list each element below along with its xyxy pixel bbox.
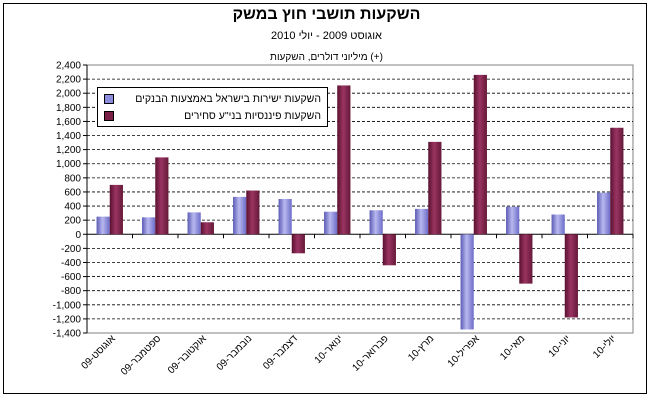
legend-swatch-financial <box>104 111 114 121</box>
y-tick-label: 800 <box>64 173 81 184</box>
bar-financial-investment <box>610 127 624 235</box>
chart-legend: השקעות ישירות בישראל באמצעות הבנקים השקע… <box>97 87 328 127</box>
y-tick-label: -600 <box>61 272 81 283</box>
y-tick-label: 1,000 <box>56 159 81 170</box>
y-tick-label: 1,600 <box>56 117 81 128</box>
bar-direct-investment <box>551 214 565 235</box>
bar-direct-investment <box>415 208 429 235</box>
bar-direct-investment <box>460 234 474 330</box>
chart-title: השקעות תושבי חוץ במשק <box>232 6 421 23</box>
legend-entry-financial: השקעות פיננסיות בני"ע סחירים <box>104 108 321 124</box>
x-category-label: יוני-10 <box>547 333 573 359</box>
bar-financial-investment <box>428 141 442 235</box>
bar-financial-investment <box>337 85 351 235</box>
x-category-label: ספטמבר-09 <box>119 333 164 378</box>
y-tick-label: 2,000 <box>56 89 81 100</box>
bar-direct-investment <box>369 210 383 235</box>
legend-label-direct: השקעות ישירות בישראל באמצעות הבנקים <box>135 93 321 105</box>
bar-direct-investment <box>506 206 520 235</box>
x-category-label: דצמבר-09 <box>261 333 300 372</box>
bar-direct-investment <box>278 199 292 235</box>
bar-direct-investment <box>597 192 611 235</box>
bar-financial-investment <box>155 157 169 235</box>
y-tick-label: 600 <box>64 187 81 198</box>
bar-financial-investment <box>200 222 214 235</box>
x-category-label: מרץ-10 <box>406 333 436 363</box>
y-tick-label: -800 <box>61 286 81 297</box>
x-category-label: אוגוסט-09 <box>80 333 119 372</box>
y-tick-label: 2,400 <box>56 61 81 72</box>
x-category-label: מאי-10 <box>498 333 527 362</box>
bar-financial-investment <box>109 184 123 235</box>
bar-financial-investment <box>382 234 396 266</box>
legend-entry-direct: השקעות ישירות בישראל באמצעות הבנקים <box>104 91 321 107</box>
y-tick-label: 1,800 <box>56 103 81 114</box>
bar-financial-investment <box>519 234 533 284</box>
y-tick-label: -200 <box>61 244 81 255</box>
x-category-label: יולי-10 <box>590 333 618 361</box>
y-tick-label: 400 <box>64 202 81 213</box>
legend-swatch-direct <box>104 94 114 104</box>
bar-financial-investment <box>291 234 305 254</box>
chart-subtitle: אוגוסט 2009 - יולי 2010 <box>271 30 382 42</box>
y-tick-label: -1,200 <box>53 314 82 325</box>
bar-direct-investment <box>187 212 201 235</box>
chart-units: מיליוני דולרים, השקעות (+) <box>270 52 383 63</box>
bar-direct-investment <box>324 211 338 235</box>
y-tick-label: -1,000 <box>53 300 82 311</box>
x-category-label: פברואר-10 <box>350 333 390 373</box>
legend-label-financial: השקעות פיננסיות בני"ע סחירים <box>184 110 321 122</box>
x-category-label: נובמבר-09 <box>215 333 255 373</box>
bar-financial-investment <box>473 74 487 235</box>
y-tick-label: 200 <box>64 216 81 227</box>
y-tick-label: 2,200 <box>56 75 81 86</box>
x-category-label: אוקטובר-09 <box>166 333 209 376</box>
y-tick-label: 1,200 <box>56 145 81 156</box>
y-tick-label: 1,400 <box>56 131 81 142</box>
bar-direct-investment <box>96 216 110 235</box>
x-category-label: אפריל-10 <box>445 332 482 369</box>
x-category-label: ינואר-10 <box>313 333 346 366</box>
y-tick-label: 0 <box>75 230 81 241</box>
y-tick-label: -400 <box>61 258 81 269</box>
bar-direct-investment <box>142 217 156 235</box>
bar-financial-investment <box>564 234 578 318</box>
bar-direct-investment <box>233 196 247 235</box>
y-tick-label: -1,400 <box>53 329 82 340</box>
bar-financial-investment <box>246 190 260 235</box>
